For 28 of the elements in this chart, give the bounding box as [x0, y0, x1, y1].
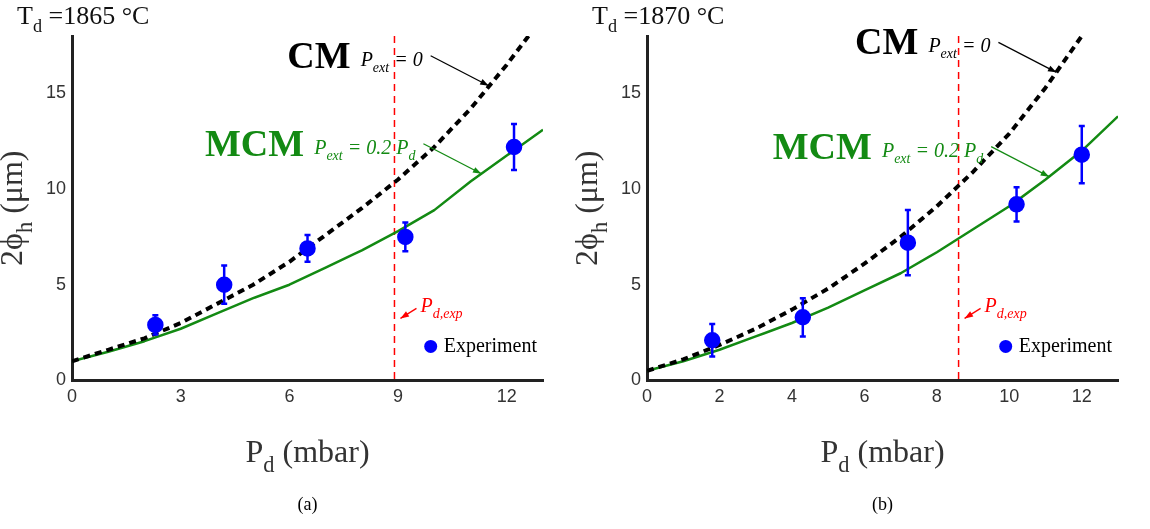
x-tick-label: 4: [786, 386, 797, 407]
text: CM: [855, 20, 919, 63]
text: CM: [287, 33, 351, 76]
x-tick-label: 8: [931, 386, 942, 407]
text: (b): [872, 494, 894, 515]
y-tick-label: 5: [56, 273, 67, 294]
y-axis-title: 2ϕh (μm): [568, 150, 612, 266]
y-tick-label: 0: [56, 369, 67, 390]
y-tick-label: 10: [620, 178, 642, 199]
x-tick-label: 10: [999, 386, 1020, 407]
x-tick-label: 12: [496, 386, 517, 407]
x-tick-label: 9: [393, 386, 404, 407]
y-tick-label: 0: [631, 369, 642, 390]
y-tick-label: 5: [631, 273, 642, 294]
y-tick-label: 10: [45, 178, 67, 199]
legend-label: Experiment: [1018, 334, 1113, 358]
x-tick-label: 6: [284, 386, 295, 407]
text: MCM: [772, 124, 872, 167]
y-axis-title: 2ϕh (μm): [0, 150, 37, 266]
text: MCM: [204, 121, 305, 164]
text: (a): [297, 494, 318, 515]
x-tick-label: 12: [1071, 386, 1092, 407]
y-tick-label: 15: [620, 82, 642, 103]
x-tick-label: 3: [175, 386, 186, 407]
x-tick-label: 2: [714, 386, 725, 407]
y-tick-label: 15: [45, 82, 67, 103]
legend-label: Experiment: [443, 334, 538, 358]
x-tick-label: 6: [859, 386, 870, 407]
